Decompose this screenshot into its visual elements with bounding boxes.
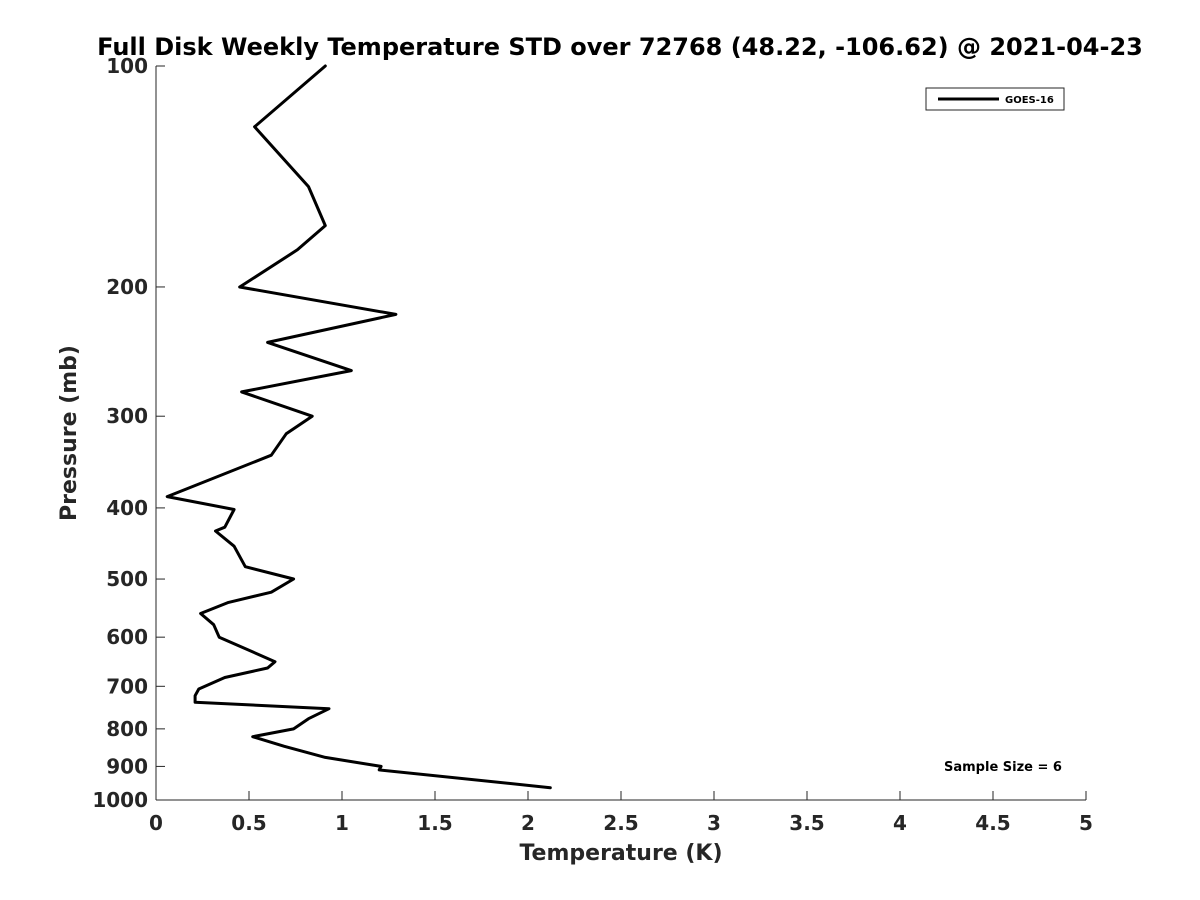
y-tick-label: 300 <box>106 404 148 428</box>
y-tick-label: 900 <box>106 754 148 778</box>
series-layer <box>165 64 552 790</box>
y-tick-label: 800 <box>106 717 148 741</box>
legend-label-goes-16: GOES-16 <box>1005 95 1054 106</box>
x-tick-label: 4.5 <box>975 811 1010 835</box>
x-tick-label: 2 <box>521 811 535 835</box>
y-tick-label: 500 <box>106 567 148 591</box>
y-tick-label: 100 <box>106 54 148 78</box>
y-tick-label: 1000 <box>92 788 148 812</box>
x-axis-ticks: 0 0.5 1 1.5 2 2.5 3 3.5 4 4.5 5 <box>149 791 1093 835</box>
x-tick-label: 4 <box>893 811 907 835</box>
y-tick-label: 200 <box>106 275 148 299</box>
x-tick-label: 0.5 <box>231 811 266 835</box>
sample-size-annotation: Sample Size = 6 <box>944 760 1062 775</box>
x-tick-label: 5 <box>1079 811 1093 835</box>
x-tick-label: 0 <box>149 811 163 835</box>
x-axis-label: Temperature (K) <box>519 841 722 866</box>
x-tick-label: 2.5 <box>603 811 638 835</box>
y-tick-label: 700 <box>106 674 148 698</box>
x-tick-label: 1.5 <box>417 811 452 835</box>
x-tick-label: 1 <box>335 811 349 835</box>
series-line-goes-16 <box>165 64 552 790</box>
y-axis-label: Pressure (mb) <box>57 345 82 521</box>
y-axis-ticks: 100 200 300 400 500 600 700 800 900 1000 <box>92 54 165 812</box>
x-tick-label: 3 <box>707 811 721 835</box>
x-tick-label: 3.5 <box>789 811 824 835</box>
y-tick-label: 400 <box>106 496 148 520</box>
plot-area <box>155 66 1086 801</box>
legend: GOES-16 <box>925 87 1065 111</box>
y-tick-label: 600 <box>106 625 148 649</box>
chart-title: Full Disk Weekly Temperature STD over 72… <box>97 33 1143 61</box>
